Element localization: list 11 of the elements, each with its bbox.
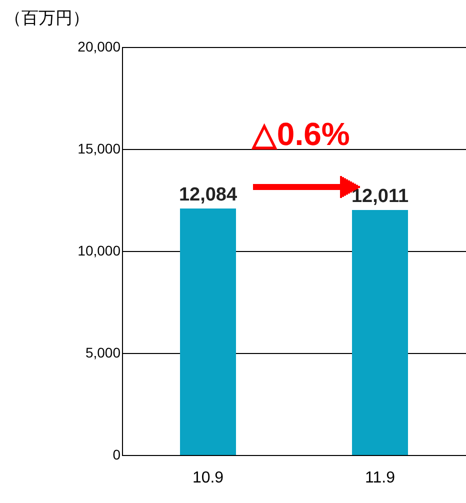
y-axis-title: （百万円） <box>4 8 90 28</box>
y-tick-label: 15,000 <box>78 140 121 156</box>
y-tick-label: 5,000 <box>85 344 121 360</box>
y-tick-label: 0 <box>112 446 121 462</box>
x-tick-label: 10.9 <box>192 470 224 486</box>
data-label: 12,011 <box>351 186 409 207</box>
y-tick-label: 20,000 <box>78 38 121 54</box>
data-label: 12,084 <box>178 184 238 206</box>
y-tick-label: 10,000 <box>78 242 121 258</box>
x-tick-label: 11.9 <box>365 470 396 486</box>
annotation: △0.6% <box>250 116 350 152</box>
